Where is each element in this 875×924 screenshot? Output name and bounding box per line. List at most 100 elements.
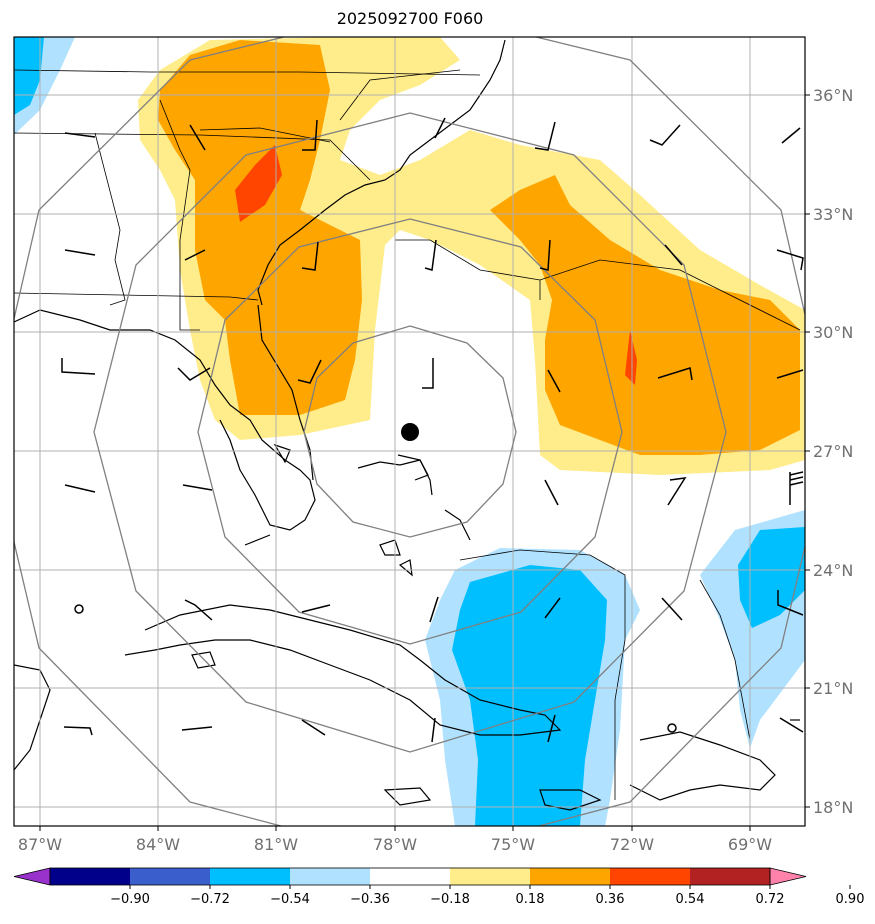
- colorbar-tick-label: −0.36: [350, 892, 390, 907]
- wind-barb: [789, 471, 804, 505]
- wind-barb: [661, 597, 683, 621]
- contour-neg-caribbean-mid: [452, 565, 607, 826]
- colorbar-segment: [290, 868, 371, 885]
- lon-label: 78°W: [373, 835, 417, 854]
- colorbar-tick-label: −0.54: [270, 892, 310, 907]
- lat-label: 36°N: [813, 86, 853, 105]
- contour-pos-east-orange: [490, 175, 800, 455]
- ring-3: [93, 112, 727, 753]
- lon-label: 75°W: [491, 835, 535, 854]
- colorbar-extend-min: [13, 867, 51, 886]
- border-11: [699, 579, 751, 741]
- border-7: [339, 69, 461, 121]
- wind-barb: [776, 249, 804, 271]
- lon-label: 69°W: [728, 835, 772, 854]
- wind-barb: [301, 241, 319, 271]
- wind-barb: [431, 717, 436, 743]
- colorbar-segment: [450, 868, 531, 885]
- wind-barb: [547, 714, 556, 743]
- wind-barb: [63, 726, 93, 736]
- wind-barb: [539, 239, 551, 271]
- colorbar-tick-label: −0.18: [430, 892, 470, 907]
- wind-barb: [434, 117, 446, 139]
- yucatan: [14, 664, 51, 771]
- colorbar-segment: [530, 868, 611, 885]
- border-2: [14, 132, 371, 181]
- colorbar-segment: [690, 868, 771, 885]
- gridlines: [14, 37, 805, 826]
- bahamas-3: [444, 509, 471, 541]
- wind-barb: [189, 124, 206, 151]
- wind-barb: [781, 127, 801, 144]
- border-4: [14, 292, 259, 301]
- colorbar-segment: [370, 868, 451, 885]
- small-island-c: [273, 443, 291, 464]
- storm-center-marker: [401, 423, 419, 441]
- colorbar-tick-label: 0.36: [596, 892, 625, 907]
- colorbar: [13, 867, 807, 886]
- contour-pos-red-1: [235, 145, 282, 222]
- colorbar-tick-label: 0.54: [676, 892, 705, 907]
- wind-barb: [776, 369, 804, 379]
- chart-title: 2025092700 F060: [336, 9, 484, 28]
- wind-barb: [64, 484, 96, 493]
- lon-label: 72°W: [610, 835, 654, 854]
- border-10: [459, 549, 626, 800]
- wind-barb: [182, 484, 213, 491]
- wind-barb: [779, 717, 804, 733]
- wind-barb: [302, 119, 318, 151]
- jamaica: [539, 789, 602, 811]
- hispaniola: [629, 731, 776, 801]
- colorbar-segment: [130, 868, 211, 885]
- border-5: [159, 99, 200, 331]
- border-3: [94, 132, 126, 306]
- wind-barb: [544, 597, 561, 619]
- wind-barb: [61, 358, 96, 375]
- axis-ticks: [39, 94, 810, 831]
- state-borders: [14, 69, 801, 800]
- wind-barb: [184, 249, 206, 261]
- colorbar-frame: [49, 867, 771, 886]
- wind-barb: [664, 244, 683, 266]
- border-1: [14, 69, 481, 76]
- wind-barb: [657, 367, 693, 381]
- wind-barb: [667, 477, 687, 506]
- wind-barb: [547, 369, 561, 393]
- wind-barb: [184, 599, 213, 621]
- wind-barb: [177, 367, 211, 381]
- colorbar-tick-label: 0.72: [756, 892, 785, 907]
- colorbar-segment: [210, 868, 291, 885]
- ring-1: [303, 325, 517, 538]
- lat-label: 18°N: [813, 798, 853, 817]
- wind-barb: [422, 358, 434, 389]
- ring-4: [14, 37, 805, 826]
- bahamas-5: [398, 559, 413, 577]
- ring-2: [197, 218, 623, 645]
- wind-barb: [429, 596, 439, 623]
- colorbar-tick-label: 0.90: [836, 892, 865, 907]
- range-rings: [14, 37, 805, 826]
- wind-barb: [777, 590, 804, 616]
- wind-barb: [301, 719, 326, 736]
- wind-barb: [424, 239, 437, 271]
- colorbar-extend-max: [769, 867, 807, 886]
- coastlines: [14, 39, 800, 811]
- wind-barb: [544, 479, 559, 506]
- lat-label: 33°N: [813, 205, 853, 224]
- colorbar-tick-label: −0.72: [190, 892, 230, 907]
- map-frame: [13, 36, 806, 827]
- calm-circle: [667, 723, 677, 733]
- small-island-d: [244, 534, 271, 546]
- lon-label: 81°W: [254, 835, 298, 854]
- cuba: [124, 604, 562, 736]
- contour-fills: [14, 37, 805, 826]
- colorbar-segment: [50, 868, 131, 885]
- wind-barb: [301, 604, 331, 613]
- lat-label: 30°N: [813, 323, 853, 342]
- us-gulf-florida-peninsula: [257, 304, 314, 481]
- wind-barb: [64, 132, 96, 138]
- small-island-a: [191, 651, 216, 669]
- colorbar-tick-label: 0.18: [516, 892, 545, 907]
- lon-label: 87°W: [18, 835, 62, 854]
